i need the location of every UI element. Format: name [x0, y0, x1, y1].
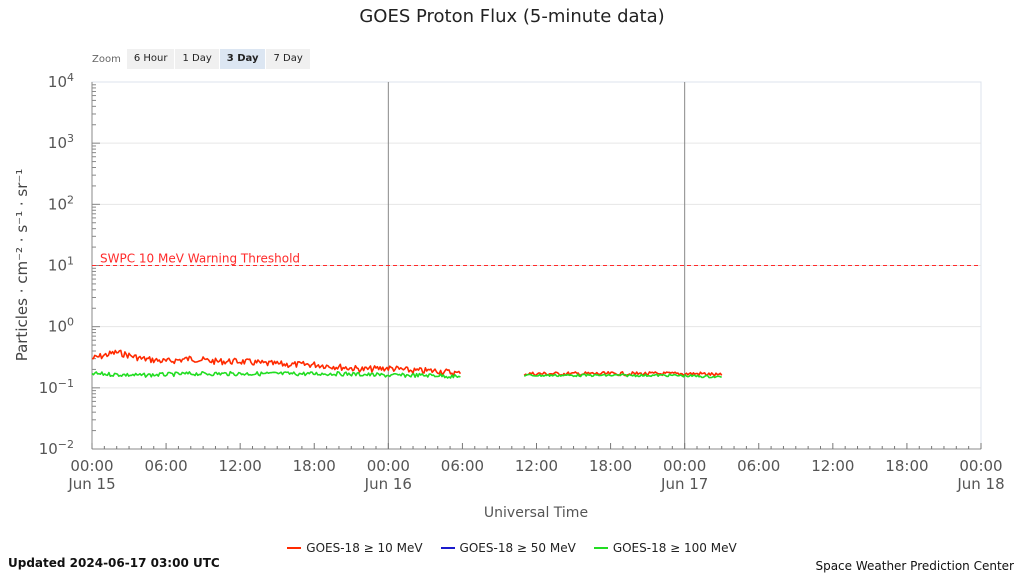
- x-tick-label: 00:00: [663, 457, 706, 475]
- updated-timestamp: Updated 2024-06-17 03:00 UTC: [8, 556, 220, 570]
- series-goes-18-10-mev-line: [92, 349, 462, 377]
- org-credit: Space Weather Prediction Center: [815, 559, 1014, 573]
- legend-swatch-10mev: [287, 547, 302, 549]
- x-date-label: Jun 15: [67, 475, 115, 493]
- x-tick-label: 00:00: [70, 457, 113, 475]
- legend-swatch-100mev: [593, 547, 608, 549]
- series-goes-18-10-mev-line-segment2: [523, 371, 723, 377]
- zoom-6-hour-button[interactable]: 6 Hour: [126, 49, 175, 69]
- threshold-line-group: SWPC 10 MeV Warning Threshold: [92, 252, 981, 266]
- x-tick-label: 06:00: [737, 457, 780, 475]
- x-tick-label: 12:00: [515, 457, 558, 475]
- x-tick-label: 00:00: [367, 457, 410, 475]
- x-tick-label: 18:00: [885, 457, 928, 475]
- legend-label-10mev: GOES-18 ≥ 10 MeV: [306, 541, 423, 555]
- y-tick-label: 10−2: [39, 438, 74, 458]
- x-tick-label: 18:00: [293, 457, 336, 475]
- x-tick-label: 06:00: [144, 457, 187, 475]
- y-tick-label: 101: [48, 255, 74, 275]
- x-date-label: Jun 16: [364, 475, 412, 493]
- chart-title: GOES Proton Flux (5-minute data): [359, 6, 665, 27]
- y-tick-label: 10−1: [39, 377, 74, 397]
- legend-swatch-50mev: [440, 547, 455, 549]
- series-goes-18-100-mev-line-segment2: [523, 373, 722, 379]
- series-goes-18-100-mev-line: [91, 370, 461, 379]
- zoom-toolbar: Zoom 6 Hour 1 Day 3 Day 7 Day: [92, 49, 311, 69]
- series-group: [91, 349, 723, 379]
- legend-label-100mev: GOES-18 ≥ 100 MeV: [612, 541, 737, 555]
- zoom-7-day-button[interactable]: 7 Day: [266, 49, 310, 69]
- x-tick-label: 12:00: [219, 457, 262, 475]
- x-tick-label: 18:00: [589, 457, 632, 475]
- y-axis-label: Particles · cm⁻² · s⁻¹ · sr⁻¹: [13, 169, 31, 362]
- zoom-3-day-button[interactable]: 3 Day: [219, 49, 266, 69]
- legend-item-10mev[interactable]: GOES-18 ≥ 10 MeV: [287, 541, 423, 555]
- zoom-1-day-button[interactable]: 1 Day: [175, 49, 219, 69]
- x-tick-label: 00:00: [959, 457, 1002, 475]
- y-tick-label: 100: [48, 316, 74, 336]
- legend-item-50mev[interactable]: GOES-18 ≥ 50 MeV: [440, 541, 576, 555]
- x-tick-label: 06:00: [441, 457, 484, 475]
- x-date-label: Jun 18: [956, 475, 1004, 493]
- warning-threshold-label: SWPC 10 MeV Warning Threshold: [100, 252, 300, 266]
- x-date-label: Jun 17: [660, 475, 708, 493]
- y-tick-label: 103: [48, 132, 74, 152]
- zoom-label: Zoom: [92, 53, 121, 65]
- x-axis-label: Universal Time: [484, 505, 588, 521]
- legend-label-50mev: GOES-18 ≥ 50 MeV: [459, 541, 576, 555]
- x-tick-label: 12:00: [811, 457, 854, 475]
- y-tick-label: 102: [48, 193, 74, 213]
- chart-legend: GOES-18 ≥ 10 MeV GOES-18 ≥ 50 MeV GOES-1…: [0, 541, 1024, 555]
- legend-item-100mev[interactable]: GOES-18 ≥ 100 MeV: [593, 541, 737, 555]
- y-tick-label: 104: [48, 71, 74, 91]
